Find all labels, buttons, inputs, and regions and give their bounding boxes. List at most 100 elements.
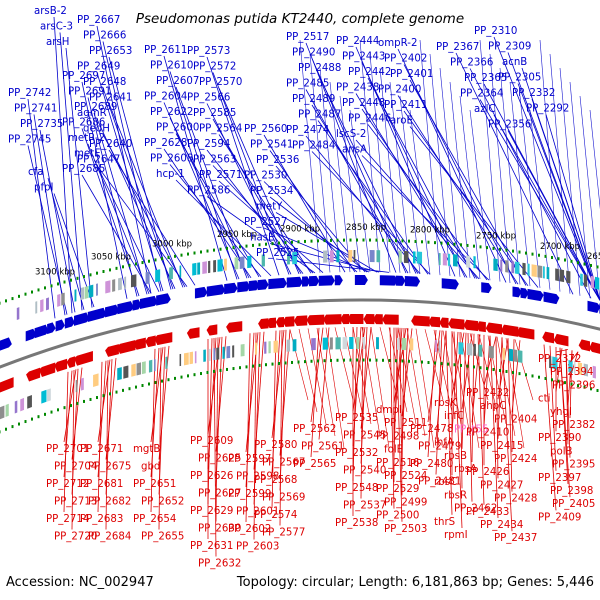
forward-gene-arrow [379, 275, 398, 286]
reverse-gene-arrow [363, 314, 375, 325]
cog-block-inner [435, 339, 437, 353]
cog-block-inner [5, 403, 9, 418]
reverse-gene-arrow [133, 337, 146, 350]
forward-gene-arrow [117, 301, 134, 315]
forward-leader-line [102, 134, 186, 288]
gene-label-pp-2365: PP_2365 [464, 73, 507, 84]
gene-label-pp-2609: PP_2609 [190, 436, 233, 447]
gene-label-pp-2627: PP_2627 [198, 489, 241, 500]
cog-block-inner [409, 338, 414, 351]
reverse-leader-line [451, 331, 459, 436]
scale-tick-outer [148, 259, 150, 263]
cog-block-outer [84, 286, 89, 299]
scale-tick-inner [304, 360, 306, 364]
forward-leader-line [517, 83, 600, 301]
cog-block-outer [88, 284, 94, 298]
gene-label-pp-2560: PP_2560 [244, 124, 287, 135]
gene-label-fole: folE [384, 445, 403, 456]
scale-tick-inner [278, 361, 280, 365]
scale-tick-outer [200, 250, 202, 254]
reverse-gene-arrow [373, 314, 383, 325]
cog-block-inner [117, 367, 122, 381]
cog-block-outer [500, 259, 503, 272]
gene-label-arsh: arsH [46, 37, 69, 48]
forward-gene-arrow [64, 316, 75, 329]
gene-label-pp-2622: PP_2622 [150, 107, 193, 118]
scale-tick-inner [161, 379, 163, 383]
scale-tick-inner [544, 376, 547, 380]
scale-tick-inner [336, 358, 339, 362]
scale-tick-inner [148, 382, 150, 386]
scale-tick-inner [0, 430, 1, 434]
scale-tick-outer [187, 252, 189, 256]
reverse-gene-arrow [54, 358, 68, 372]
cog-block-inner [47, 388, 51, 402]
reverse-leader-line [71, 369, 75, 530]
scale-tick-outer [590, 263, 592, 267]
reverse-leader-line [63, 371, 69, 513]
scale-tick-outer [466, 243, 469, 247]
gene-label-pp-2478: PP_2478 [410, 424, 453, 435]
reverse-leader-line [325, 327, 345, 449]
forward-leader-line [81, 128, 140, 297]
scale-tick-outer [538, 253, 540, 257]
gene-label-pp-2577: PP_2577 [262, 528, 305, 539]
forward-leader-line [429, 53, 451, 276]
cog-block-outer [112, 279, 116, 292]
forward-leader-line [493, 36, 600, 301]
reverse-leader-line [158, 347, 162, 530]
label-leader-lines [27, 16, 600, 557]
scale-tick-inner [187, 374, 189, 378]
gene-label-pp-2697: PP_2697 [62, 71, 105, 82]
cog-block-inner [222, 346, 225, 359]
scale-tick-outer [382, 238, 384, 242]
reverse-leader-line [399, 327, 403, 496]
reverse-leader-line [213, 338, 217, 557]
scale-tick-inner [505, 369, 508, 373]
scale-tick-inner [193, 373, 196, 377]
cog-block-outer [179, 265, 182, 278]
scale-tick-outer [564, 258, 566, 262]
forward-leader-line [369, 53, 391, 273]
gene-label-hcp-1: hcp-1 [156, 169, 185, 180]
gene-label-pp-2741: PP_2741 [14, 104, 57, 115]
gene-label-pp-2394: PP_2394 [550, 367, 593, 378]
gene-label-azlc: azlC [474, 104, 496, 115]
reverse-gene-arrow [145, 335, 156, 348]
gene-label-polb: polB [550, 446, 573, 457]
forward-leader-line [559, 67, 581, 296]
cog-block-outer [537, 265, 543, 279]
scale-tick-inner [479, 366, 482, 370]
gene-label-pp-2684: PP_2684 [88, 532, 131, 543]
gene-label-pp-2742: PP_2742 [8, 88, 51, 99]
cog-block-outer [473, 256, 476, 269]
gene-label-lscs-2: lscS-2 [336, 129, 366, 140]
scale-tick-inner [434, 361, 436, 365]
cog-block-inner [329, 337, 333, 350]
scale-tick-inner [291, 360, 293, 364]
forward-gene-arrow [0, 337, 12, 351]
cog-block-inner [213, 347, 216, 361]
gene-label-pp-2540: PP_2540 [343, 466, 386, 477]
scale-tick-outer [369, 238, 371, 242]
cog-block-outer [118, 277, 122, 291]
gene-label-pp-2573: PP_2573 [187, 46, 230, 57]
gene-label-pp-2567: PP_2567 [262, 458, 305, 469]
reverse-gene-arrow [476, 321, 486, 333]
cog-block-outer [566, 270, 571, 284]
forward-leader-line [397, 95, 519, 285]
scale-tick-outer [284, 241, 287, 245]
scale-tick-inner [531, 374, 534, 378]
reverse-leader-line [442, 330, 462, 425]
gene-label-pp-2651: PP_2651 [133, 479, 176, 490]
cog-block-outer [261, 254, 265, 267]
forward-leader-line [479, 39, 501, 282]
scale-tick-outer [278, 241, 280, 245]
cog-block-inner [438, 340, 441, 353]
cog-block-outer [442, 253, 447, 266]
cog-block-inner [216, 347, 220, 360]
cog-block-inner [552, 356, 558, 370]
cog-block-inner [322, 337, 328, 350]
forward-gene-arrow [334, 275, 343, 286]
cog-block-inner [517, 350, 523, 363]
